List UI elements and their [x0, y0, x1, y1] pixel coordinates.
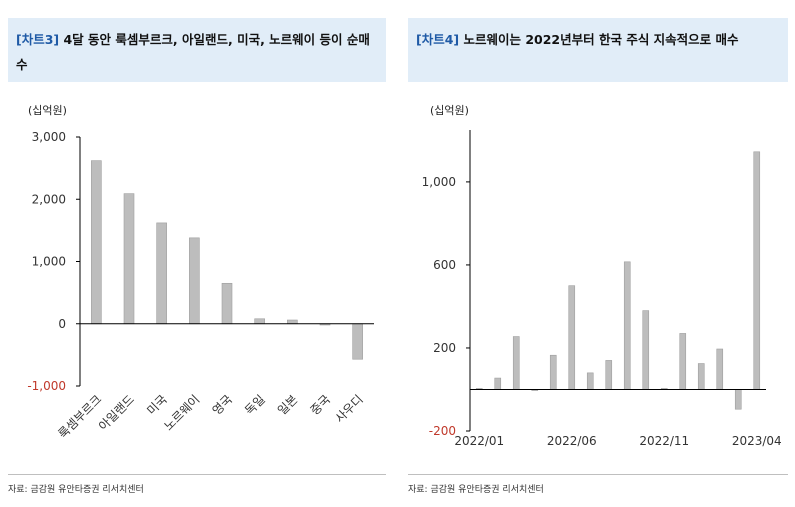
- source-note: 자료: 금감원 유안타증권 리서치센터: [8, 485, 144, 495]
- chart-panel-right: [차트4] 노르웨이는 2022년부터 한국 주식 지속적으로 매수 (십억원)…: [408, 0, 788, 507]
- bar: [221, 282, 233, 325]
- bar: [642, 310, 650, 390]
- category-label: 미국: [144, 392, 170, 418]
- chart-title: [차트3] 4달 동안 룩셈부르크, 아일랜드, 미국, 노르웨이 등이 순매수: [16, 27, 378, 77]
- y-tick-label: 600: [433, 258, 456, 272]
- divider: [8, 474, 386, 475]
- chart-title-box: [차트4] 노르웨이는 2022년부터 한국 주식 지속적으로 매수: [408, 18, 788, 82]
- bar: [697, 363, 705, 390]
- chart-title: [차트4] 노르웨이는 2022년부터 한국 주식 지속적으로 매수: [416, 27, 780, 52]
- bar-chart-monthly: (십억원) -200 200 600 1,000 2022/01 2022/06 2022/1…: [422, 104, 782, 448]
- y-unit-label: (십억원): [430, 104, 469, 117]
- bar: [494, 377, 502, 390]
- bar: [549, 354, 557, 390]
- y-tick-label: -1,000: [27, 379, 66, 393]
- x-tick-label: 2022/11: [639, 434, 689, 448]
- chart-title-box: [차트3] 4달 동안 룩셈부르크, 아일랜드, 미국, 노르웨이 등이 순매수: [8, 18, 386, 82]
- bar: [586, 372, 594, 390]
- y-tick-label: -200: [429, 424, 456, 438]
- x-tick-label: 2022/01: [454, 434, 504, 448]
- bar: [753, 151, 761, 390]
- chart-title-text: 노르웨이는 2022년부터 한국 주식 지속적으로 매수: [463, 32, 739, 47]
- bar: [254, 318, 265, 325]
- bar: [123, 193, 135, 325]
- x-tick-label: 2022/06: [547, 434, 597, 448]
- category-label: 아일랜드: [96, 392, 137, 433]
- bar: [734, 389, 742, 410]
- y-tick-label: 1,000: [422, 175, 456, 189]
- bar: [287, 319, 298, 325]
- chart-panel-left: [차트3] 4달 동안 룩셈부르크, 아일랜드, 미국, 노르웨이 등이 순매수…: [8, 0, 386, 507]
- y-tick-label: 200: [433, 341, 456, 355]
- y-tick-label: 0: [58, 317, 66, 331]
- chart-tag: [차트3]: [16, 32, 60, 47]
- y-unit-label: (십억원): [28, 104, 67, 117]
- category-label: 사우디: [332, 392, 365, 425]
- x-tick-label: 2023/04: [732, 434, 782, 448]
- bar: [512, 336, 520, 390]
- bar: [156, 222, 167, 325]
- source-note: 자료: 금감원 유안타증권 리서치센터: [408, 485, 544, 495]
- category-label: 일본: [275, 392, 301, 418]
- bar: [605, 360, 613, 390]
- bar: [679, 333, 687, 390]
- bar: [91, 160, 102, 325]
- category-label: 노르웨이: [161, 392, 202, 433]
- divider: [408, 474, 788, 475]
- bar: [716, 348, 724, 390]
- bar: [623, 261, 631, 390]
- chart-tag: [차트4]: [416, 32, 460, 47]
- category-label: 영국: [210, 392, 236, 418]
- y-tick-label: 1,000: [32, 255, 66, 269]
- category-label: 독일: [242, 392, 268, 418]
- category-label: 룩셈부르크: [56, 392, 105, 441]
- chart-title-text: 4달 동안 룩셈부르크, 아일랜드, 미국, 노르웨이 등이 순매수: [16, 32, 370, 72]
- bar: [189, 237, 200, 325]
- category-label: 중국: [308, 392, 334, 418]
- bar: [568, 285, 576, 390]
- y-tick-label: 3,000: [32, 130, 66, 144]
- bar: [352, 323, 363, 360]
- y-tick-label: 2,000: [32, 192, 66, 206]
